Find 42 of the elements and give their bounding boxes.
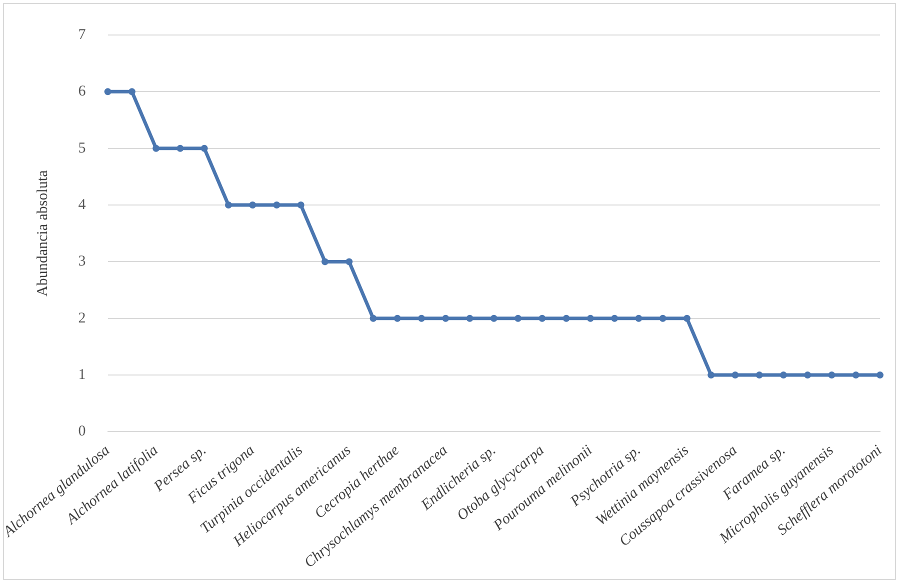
point [514,314,522,322]
y-tick-label: 2 [78,310,86,326]
point [635,314,642,322]
point [562,314,570,322]
y-tick-label: 4 [78,196,86,213]
point [683,314,690,322]
point [466,314,474,322]
point [297,202,304,209]
point [249,202,256,209]
point [273,202,280,209]
point [321,258,328,266]
point [370,314,377,322]
point [346,258,353,266]
y-tick-label: 1 [78,366,86,383]
y-tick-label: 6 [78,84,86,100]
y-axis-title: Abundancia absoluta [35,170,52,296]
point [152,144,160,152]
y-tick-label: 0 [78,424,86,440]
y-tick-label: 7 [78,26,86,43]
point [442,314,450,322]
point [780,372,787,379]
point [128,88,136,96]
point [876,372,884,379]
point [586,314,594,322]
point [756,372,763,379]
point [490,314,498,322]
point [394,314,401,322]
point [804,372,812,379]
y-tick-label: 3 [78,254,86,270]
point [852,372,860,379]
point [538,314,546,322]
point [176,144,184,152]
point [611,314,618,322]
point [828,372,836,379]
point [659,314,666,322]
point [104,88,112,96]
point [732,372,739,379]
y-tick-label: 5 [78,140,86,156]
point [708,372,715,379]
point [418,314,426,322]
point [224,202,232,209]
point [200,144,208,152]
